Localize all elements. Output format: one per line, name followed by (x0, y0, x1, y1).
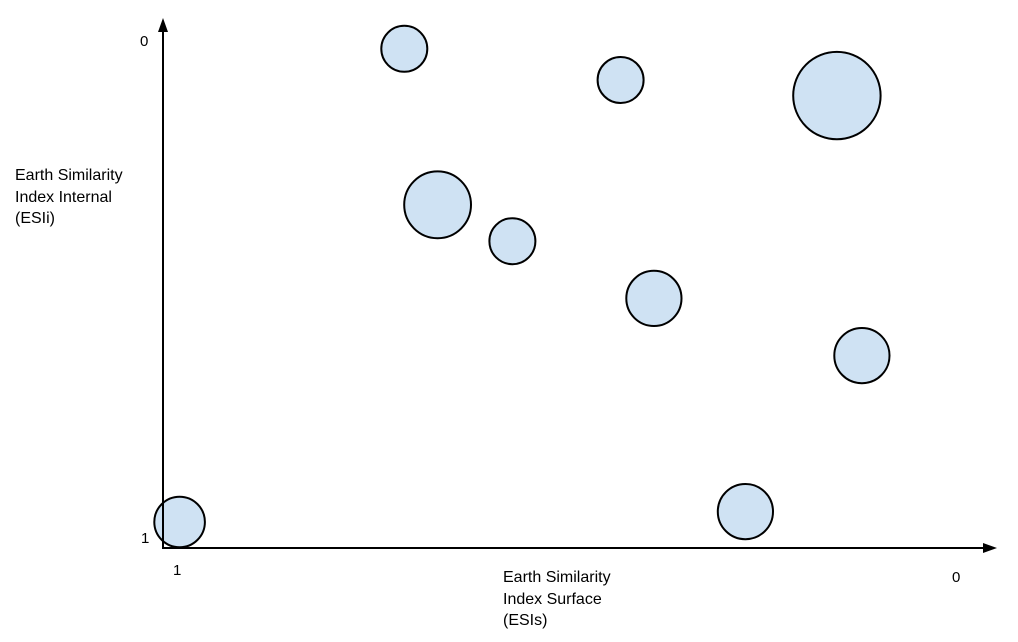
x-tick-label-right: 0 (952, 569, 961, 586)
bubble-point-9 (833, 327, 891, 385)
x-axis-title-line-2: Index Surface (503, 590, 602, 608)
bubble-point-4 (488, 217, 537, 266)
y-axis-title-line-2: Index Internal (15, 188, 112, 206)
y-axis-title-line-1: Earth Similarity (15, 167, 123, 184)
bubble-point-5 (596, 56, 645, 104)
axes (158, 18, 997, 553)
bubble-point-8 (792, 50, 882, 141)
x-tick-label-left: 1 (173, 562, 182, 579)
x-axis-title-line-3: (ESIs) (503, 612, 548, 629)
x-axis-arrowhead (983, 543, 997, 553)
x-axis-title-line-1: Earth Similarity (503, 569, 611, 586)
y-tick-label-top: 0 (140, 33, 149, 50)
y-axis-title: Earth Similarity Index Internal (ESIi) (15, 165, 123, 230)
y-axis-arrowhead (158, 18, 168, 32)
bubble-point-3 (403, 170, 473, 240)
bubble-point-6 (625, 269, 683, 327)
bubble-series (153, 24, 891, 549)
y-axis-title-line-3: (ESIi) (15, 210, 55, 227)
bubble-point-7 (716, 483, 775, 541)
y-tick-label-bottom: 1 (141, 530, 150, 547)
bubble-point-2 (380, 24, 429, 73)
x-axis-title: Earth Similarity Index Surface (ESIs) (503, 567, 611, 632)
bubble-point-1 (153, 495, 206, 549)
